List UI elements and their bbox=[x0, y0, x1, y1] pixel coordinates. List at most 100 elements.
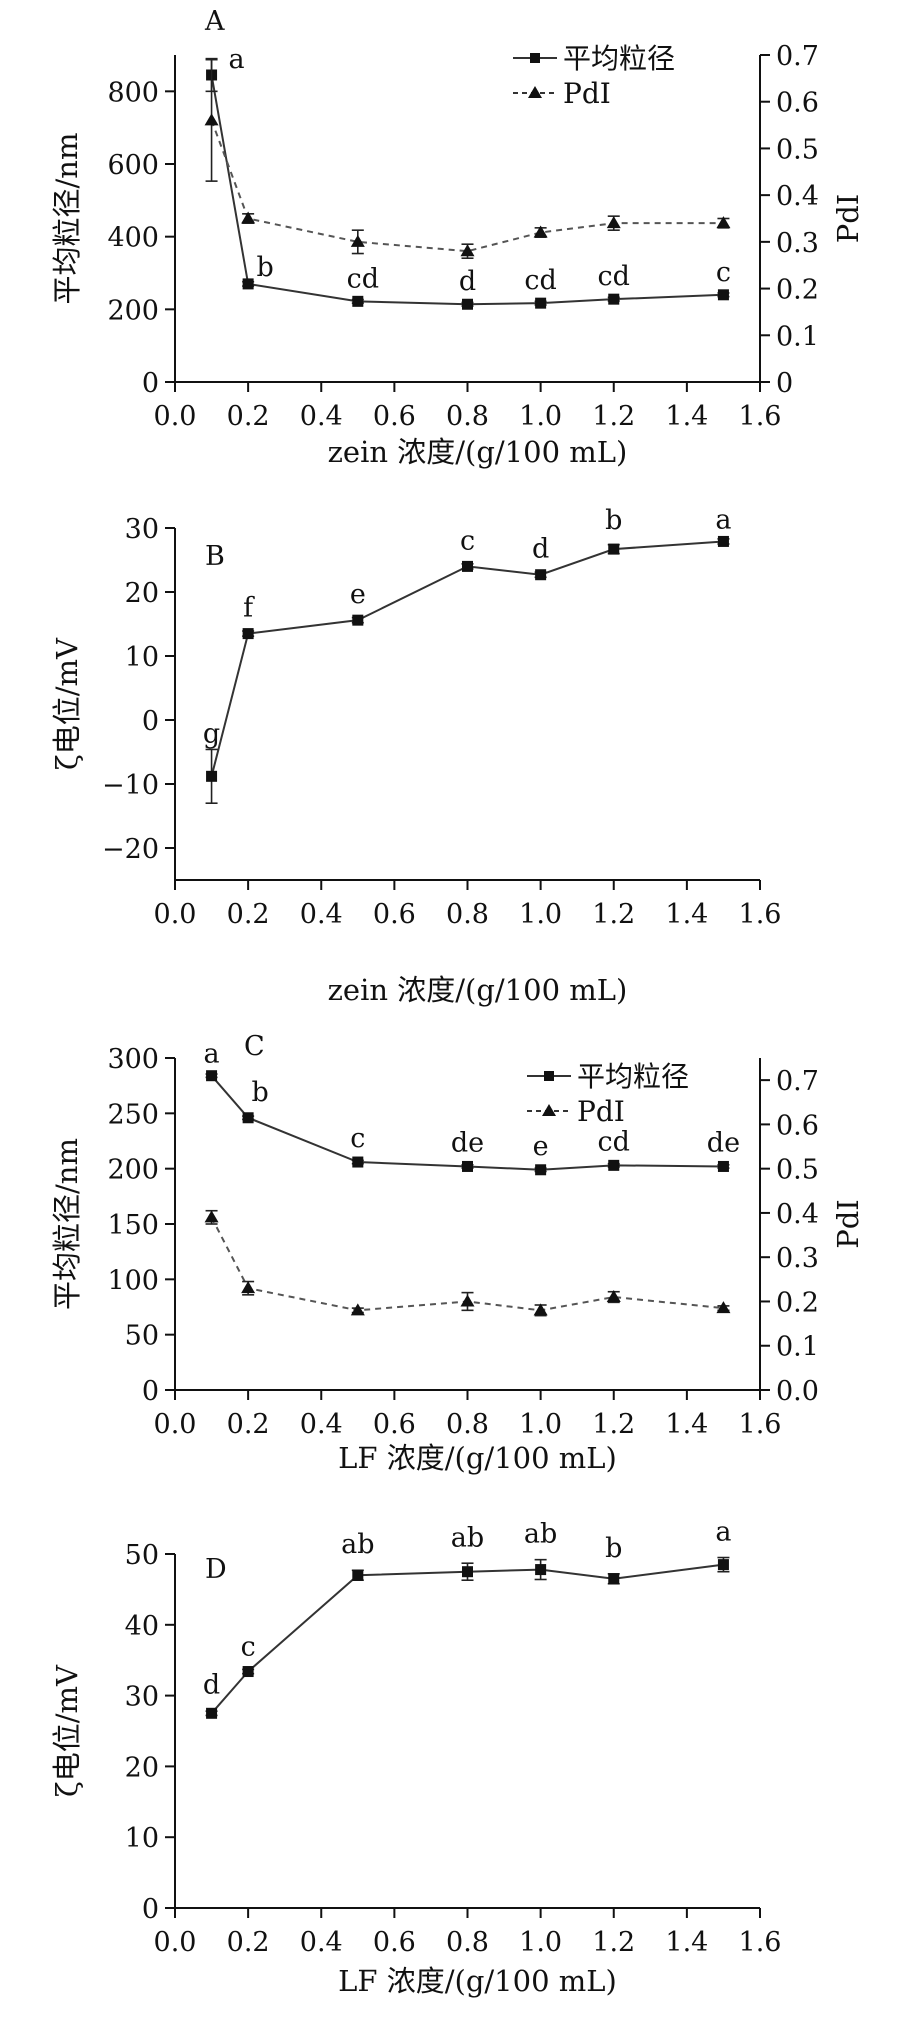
triangle-marker bbox=[204, 113, 219, 126]
y-tick-label: 50 bbox=[125, 1540, 159, 1571]
x-tick-label: 0.4 bbox=[300, 1927, 343, 1958]
legend-label: 平均粒径 bbox=[563, 42, 675, 75]
triangle-marker bbox=[204, 1210, 219, 1223]
panel-letter: D bbox=[205, 1554, 227, 1585]
significance-label: ab bbox=[451, 1523, 484, 1554]
legend-square-marker bbox=[530, 53, 540, 63]
y-tick-label: 300 bbox=[107, 1044, 159, 1075]
x-tick-label: 0.6 bbox=[373, 899, 416, 930]
y-tick-label: 600 bbox=[107, 150, 159, 181]
significance-label: ab bbox=[524, 1519, 557, 1550]
significance-label: ab bbox=[341, 1529, 374, 1560]
triangle-marker bbox=[716, 216, 731, 229]
x-tick-label: 0.8 bbox=[446, 401, 489, 432]
y-tick-label: 200 bbox=[107, 295, 159, 326]
y2-tick-label: 0 bbox=[776, 368, 793, 399]
y2-tick-label: 0.6 bbox=[776, 88, 819, 119]
x-tick-label: 0.2 bbox=[227, 401, 270, 432]
x-axis-title: zein 浓度/(g/100 mL) bbox=[328, 973, 628, 1007]
y2-tick-label: 0.2 bbox=[776, 275, 819, 306]
triangle-marker bbox=[460, 244, 475, 257]
x-tick-label: 1.0 bbox=[519, 1927, 562, 1958]
x-axis-title: zein 浓度/(g/100 mL) bbox=[328, 435, 628, 469]
square-marker bbox=[462, 298, 473, 310]
y-tick-label: −20 bbox=[102, 834, 159, 865]
x-tick-label: 0.4 bbox=[300, 1409, 343, 1440]
square-marker bbox=[717, 289, 729, 301]
square-marker bbox=[462, 1160, 473, 1172]
x-tick-label: 0.2 bbox=[227, 1927, 270, 1958]
square-marker bbox=[535, 569, 547, 581]
y-tick-label: 40 bbox=[125, 1611, 159, 1642]
x-tick-label: 0.0 bbox=[154, 401, 197, 432]
triangle-marker bbox=[606, 216, 621, 229]
y-tick-label: 100 bbox=[107, 1265, 159, 1296]
triangle-marker bbox=[241, 211, 256, 224]
square-marker bbox=[242, 1112, 254, 1124]
square-marker bbox=[352, 1156, 364, 1168]
x-tick-label: 0.0 bbox=[154, 1927, 197, 1958]
significance-label: f bbox=[243, 593, 255, 624]
triangle-marker bbox=[716, 1301, 731, 1314]
square-marker bbox=[352, 614, 364, 626]
square-marker bbox=[608, 293, 620, 305]
y2-tick-label: 0.3 bbox=[776, 228, 819, 259]
y2-tick-label: 0.3 bbox=[776, 1243, 819, 1274]
y-tick-label: 10 bbox=[125, 642, 159, 673]
significance-label: d bbox=[203, 1669, 220, 1700]
significance-label: e bbox=[533, 1131, 549, 1162]
y2-tick-label: 0.4 bbox=[776, 1199, 819, 1230]
y-tick-label: 800 bbox=[107, 77, 159, 108]
significance-label: b bbox=[605, 505, 622, 536]
x-tick-label: 1.4 bbox=[665, 1927, 708, 1958]
y2-tick-label: 0.7 bbox=[776, 41, 819, 72]
significance-label: cd bbox=[524, 265, 556, 296]
x-tick-label: 0.4 bbox=[300, 899, 343, 930]
y2-axis-title: PdI bbox=[831, 1199, 865, 1249]
square-marker bbox=[535, 297, 547, 309]
y2-axis-title: PdI bbox=[831, 194, 865, 244]
triangle-marker bbox=[533, 225, 548, 238]
x-tick-label: 1.0 bbox=[519, 1409, 562, 1440]
square-marker bbox=[242, 1666, 254, 1678]
x-tick-label: 1.2 bbox=[592, 401, 635, 432]
significance-label: cd bbox=[598, 261, 630, 292]
significance-label: b bbox=[251, 1077, 268, 1108]
x-tick-label: 1.4 bbox=[665, 899, 708, 930]
y-tick-label: 30 bbox=[125, 1682, 159, 1713]
square-marker bbox=[352, 1569, 364, 1581]
x-tick-label: 1.6 bbox=[739, 1409, 782, 1440]
x-tick-label: 1.4 bbox=[665, 401, 708, 432]
triangle-marker bbox=[460, 1294, 475, 1307]
significance-label: c bbox=[716, 257, 731, 288]
y2-tick-label: 0.0 bbox=[776, 1376, 819, 1407]
y-tick-label: 0 bbox=[142, 706, 159, 737]
panel-letter: C bbox=[244, 1031, 265, 1062]
square-marker bbox=[206, 770, 218, 782]
square-marker bbox=[608, 1159, 620, 1171]
x-tick-label: 1.6 bbox=[739, 401, 782, 432]
panel-b: 0.0 0.2 0.4 0.6 0.8 1.0 1.2 1.4 1.6 −20 −10 0 10 20 30… bbox=[50, 504, 781, 1007]
triangle-marker bbox=[606, 1290, 621, 1303]
square-marker bbox=[535, 1564, 547, 1576]
x-tick-label: 1.0 bbox=[519, 401, 562, 432]
y-tick-label: 400 bbox=[107, 223, 159, 254]
x-tick-label: 1.0 bbox=[519, 899, 562, 930]
square-marker bbox=[717, 535, 729, 547]
significance-label: c bbox=[460, 525, 475, 556]
y2-tick-label: 0.1 bbox=[776, 1332, 819, 1363]
x-tick-label: 1.6 bbox=[739, 1927, 782, 1958]
x-tick-label: 0.0 bbox=[154, 1409, 197, 1440]
y-tick-label: 0 bbox=[142, 368, 159, 399]
series-line bbox=[210, 1563, 724, 1714]
significance-label: c bbox=[350, 1123, 365, 1154]
x-tick-label: 1.2 bbox=[592, 899, 635, 930]
x-tick-label: 0.0 bbox=[154, 899, 197, 930]
square-marker bbox=[608, 1573, 620, 1585]
y-axis-title: ζ电位/mV bbox=[50, 637, 84, 770]
square-marker bbox=[352, 295, 364, 307]
y-axis-title: 平均粒径/nm bbox=[50, 133, 84, 305]
legend-label: PdI bbox=[563, 77, 611, 110]
